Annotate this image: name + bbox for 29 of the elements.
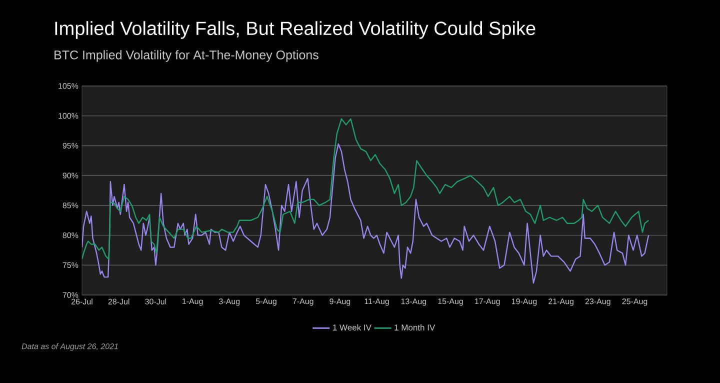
x-tick-label: 15-Aug xyxy=(438,298,463,306)
y-tick-label: 75% xyxy=(62,262,78,268)
y-tick-label: 95% xyxy=(62,142,78,149)
x-tick-label: 3-Aug xyxy=(219,298,240,306)
x-tick-label: 30-Jul xyxy=(145,298,166,304)
x-tick-label: 7-Aug xyxy=(292,298,314,306)
y-tick-label: 90% xyxy=(62,172,78,178)
x-tick-label: 28-Jul xyxy=(108,298,130,304)
y-tick-label: 70% xyxy=(62,292,78,298)
legend-label: 1 Month IV xyxy=(394,324,436,331)
chart-subtitle: BTC Implied Volatility for At-The-Money Options xyxy=(54,50,318,62)
x-tick-label: 9-Aug xyxy=(330,298,350,306)
x-tick-label: 5-Aug xyxy=(256,298,276,306)
x-tick-label: 21-Aug xyxy=(548,298,574,306)
x-tick-label: 11-Aug xyxy=(364,298,389,306)
y-tick-label: 105% xyxy=(58,83,78,89)
chart-title: Implied Volatility Falls, But Realized Volatility Could Spike xyxy=(55,21,536,39)
x-tick-label: 23-Aug xyxy=(585,298,610,306)
x-tick-label: 26-Jul xyxy=(72,298,92,304)
x-tick-label: 19-Aug xyxy=(512,298,537,306)
x-tick-label: 17-Aug xyxy=(475,298,500,306)
text: Data as of August 26, 2021 xyxy=(22,343,118,351)
y-tick-label: 100% xyxy=(58,113,78,119)
y-tick-label: 80% xyxy=(62,232,78,238)
y-tick-label: 85% xyxy=(62,202,78,208)
x-tick-label: 1-Aug xyxy=(182,298,203,306)
x-tick-label: 25-Aug xyxy=(622,298,648,306)
legend-label: 1 Week IV xyxy=(333,324,372,331)
x-tick-label: 13-Aug xyxy=(401,298,426,306)
